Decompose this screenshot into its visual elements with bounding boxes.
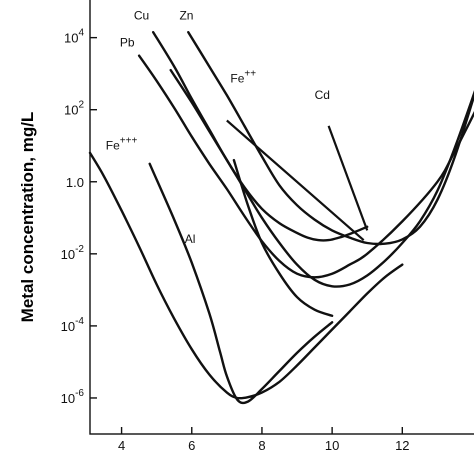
annotation-labels: Cu Zn Pb Fe++ Cd Fe+++ Al bbox=[106, 9, 330, 246]
series-line-fepp bbox=[169, 68, 474, 288]
x-tick-label: 8 bbox=[258, 438, 265, 453]
annotation-pb: Pb bbox=[120, 36, 135, 50]
annotation-al: Al bbox=[185, 232, 196, 246]
series-line-feppp bbox=[88, 151, 404, 400]
annotation-cd: Cd bbox=[315, 88, 330, 102]
series-line-pb bbox=[137, 54, 474, 279]
y-tick-label: 102 bbox=[64, 100, 84, 118]
x-tick-label: 6 bbox=[188, 438, 195, 453]
series-line-cd bbox=[232, 158, 334, 317]
leader-line-cd bbox=[327, 125, 369, 231]
series-line-zn bbox=[187, 31, 474, 246]
annotation-fepp: Fe++ bbox=[230, 69, 256, 86]
plot-frame bbox=[89, 0, 474, 435]
x-tick-label: 10 bbox=[325, 438, 339, 453]
leader-line-fepp bbox=[226, 119, 365, 241]
series-line-cu bbox=[152, 31, 369, 242]
x-tick-label: 4 bbox=[118, 438, 125, 453]
series-line-al bbox=[148, 162, 334, 405]
x-axis-label: pH bbox=[262, 471, 282, 474]
annotation-cu: Cu bbox=[134, 9, 149, 23]
annotation-feppp: Fe+++ bbox=[106, 135, 138, 152]
y-tick-label: 10-2 bbox=[61, 244, 85, 262]
y-axis-label: Metal concentration, mg/L bbox=[18, 112, 37, 323]
y-tick-label: 10-4 bbox=[61, 316, 85, 334]
y-tick-label: 104 bbox=[64, 28, 84, 46]
annotation-zn: Zn bbox=[179, 9, 193, 23]
y-tick-label: 10-6 bbox=[61, 388, 85, 406]
leader-lines bbox=[226, 119, 369, 241]
x-tick-label: 12 bbox=[395, 438, 409, 453]
series-layer bbox=[88, 31, 474, 405]
y-tick-label: 1.0 bbox=[66, 175, 84, 190]
